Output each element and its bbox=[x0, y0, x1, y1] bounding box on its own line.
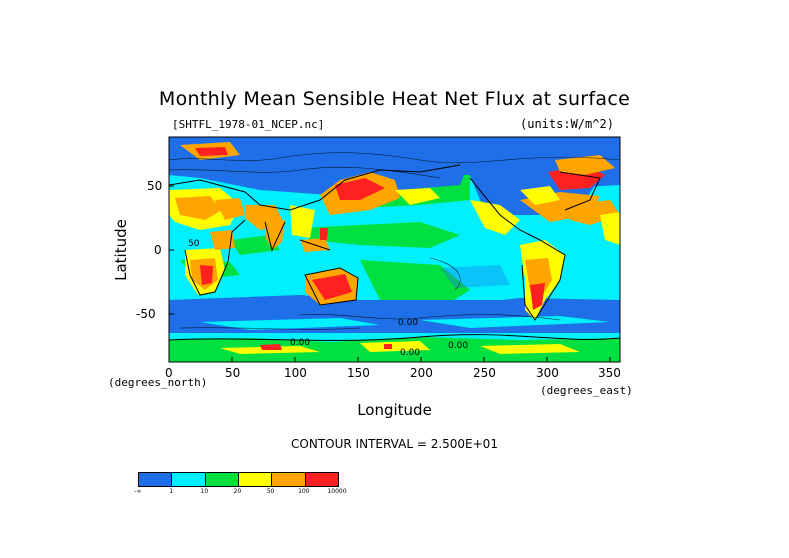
colorbar-swatch bbox=[139, 473, 172, 486]
x-tick-label: 50 bbox=[225, 366, 241, 380]
colorbar-tick-label: -∞ bbox=[134, 488, 142, 495]
y-tick-label: 0 bbox=[154, 243, 162, 257]
colorbar-swatch bbox=[204, 473, 238, 486]
colorbar bbox=[138, 472, 339, 487]
map-title: Monthly Mean Sensible Heat Net Flux at s… bbox=[158, 88, 631, 110]
colorbar-tick-label: 100 bbox=[298, 488, 310, 495]
contour-label: 0.00 bbox=[400, 348, 420, 358]
x-tick-label: 100 bbox=[284, 366, 307, 380]
x-units-label: (degrees_north) bbox=[108, 376, 208, 389]
contour-interval: CONTOUR INTERVAL = 2.500E+01 bbox=[291, 437, 498, 451]
colorbar-swatch bbox=[304, 473, 338, 486]
colorbar-swatch bbox=[271, 473, 305, 486]
y-axis-title: Latitude bbox=[112, 219, 130, 281]
colorbar-tick-label: 50 bbox=[266, 488, 275, 495]
colorbar-tick-label: 10 bbox=[200, 488, 209, 495]
units-label: (units:W/m^2) bbox=[520, 117, 614, 131]
flux-field bbox=[169, 137, 620, 362]
colorbar-tick-label: 10000 bbox=[327, 488, 347, 495]
contour-labels: 0.00 0.00 0.00 0.00 50 bbox=[188, 239, 468, 358]
y-tick-label: -50 bbox=[136, 307, 156, 321]
colorbar-tick-label: 1 bbox=[169, 488, 174, 495]
x-tick-label: 150 bbox=[347, 366, 370, 380]
contour-label: 50 bbox=[188, 239, 200, 249]
colorbar-tick-label: 20 bbox=[233, 488, 242, 495]
colorbar-labels: -∞ 1 10 20 50 100 10000 bbox=[134, 488, 346, 498]
colorbar-swatch bbox=[237, 473, 272, 486]
y-units-label: (degrees_east) bbox=[540, 384, 633, 397]
x-tick-label: 350 bbox=[598, 366, 621, 380]
y-tick-label: 50 bbox=[147, 179, 163, 193]
x-tick-label: 0 bbox=[165, 366, 173, 380]
colorbar-swatch bbox=[171, 473, 205, 486]
x-tick-label: 250 bbox=[473, 366, 496, 380]
x-axis-title: Longitude bbox=[357, 401, 432, 419]
x-tick-label: 300 bbox=[536, 366, 559, 380]
contour-label: 0.00 bbox=[290, 338, 310, 348]
contour-label: 0.00 bbox=[448, 341, 468, 351]
contour-label: 0.00 bbox=[398, 318, 418, 328]
file-label: [SHTFL_1978-01_NCEP.nc] bbox=[172, 118, 325, 131]
x-tick-label: 200 bbox=[410, 366, 433, 380]
x-axis-ticks bbox=[168, 185, 611, 362]
